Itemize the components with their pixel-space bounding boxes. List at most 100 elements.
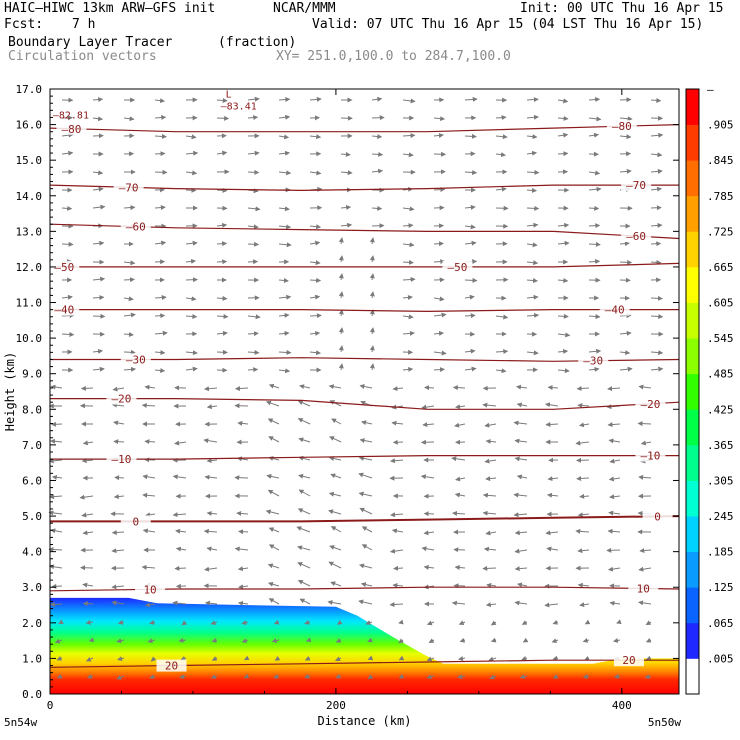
circulation-vector bbox=[327, 600, 342, 605]
circulation-vector bbox=[402, 98, 416, 104]
circulation-vector bbox=[398, 638, 404, 644]
circulation-vector bbox=[85, 619, 94, 625]
circulation-vector bbox=[211, 637, 218, 643]
circulation-vector bbox=[371, 151, 384, 157]
circulation-vector bbox=[61, 294, 73, 300]
circulation-vector bbox=[180, 656, 187, 661]
colorbar-swatch bbox=[686, 338, 699, 375]
circulation-vector bbox=[358, 563, 373, 569]
contour-label-bg bbox=[135, 583, 166, 596]
circulation-vector bbox=[557, 368, 570, 374]
circulation-vector bbox=[389, 602, 404, 608]
circulation-vector bbox=[521, 620, 528, 625]
circulation-vector bbox=[489, 674, 497, 680]
circulation-vector bbox=[309, 350, 322, 356]
circulation-vector bbox=[515, 384, 528, 390]
colorbar-swatch bbox=[686, 516, 699, 553]
circulation-vector bbox=[328, 491, 342, 497]
circulation-vector bbox=[577, 582, 590, 588]
y-tick-label: 15.0 bbox=[16, 154, 43, 167]
field-name: Boundary Layer Tracer bbox=[8, 35, 173, 50]
circulation-vector bbox=[358, 455, 373, 461]
circulation-vector bbox=[149, 674, 156, 679]
circulation-vector bbox=[111, 402, 125, 408]
circulation-vector bbox=[490, 637, 497, 643]
circulation-vector bbox=[578, 422, 590, 428]
circulation-vector bbox=[361, 544, 373, 551]
circulation-vector bbox=[369, 327, 375, 335]
x-tick-label: 200 bbox=[326, 699, 346, 712]
colorbar-swatch bbox=[686, 302, 699, 339]
circulation-vector bbox=[206, 404, 218, 410]
circulation-vector bbox=[575, 440, 590, 446]
circulation-vector bbox=[392, 582, 404, 588]
circulation-vector bbox=[297, 580, 311, 587]
valid-time: Valid: 07 UTC Thu 16 Apr 15 (04 LST Thu … bbox=[312, 17, 704, 32]
circulation-vector bbox=[588, 205, 600, 211]
circulation-vector bbox=[484, 458, 497, 464]
circulation-vector bbox=[361, 526, 373, 533]
circulation-vector bbox=[650, 186, 663, 192]
circulation-vector bbox=[216, 115, 230, 121]
circulation-vector bbox=[268, 383, 280, 389]
circulation-vector bbox=[650, 241, 662, 247]
circulation-vector bbox=[584, 619, 591, 625]
circulation-vector bbox=[185, 170, 198, 176]
circulation-vector bbox=[516, 474, 528, 480]
circulation-vector bbox=[513, 512, 528, 518]
circulation-vector bbox=[111, 548, 125, 554]
x-end-location: 5n50w bbox=[648, 716, 681, 729]
plot-frame bbox=[49, 88, 680, 695]
circulation-vector bbox=[330, 581, 342, 587]
circulation-vector bbox=[56, 655, 63, 661]
circulation-vector bbox=[123, 260, 136, 266]
circulation-vector bbox=[607, 528, 621, 534]
circulation-vector bbox=[50, 384, 63, 390]
circulation-vector bbox=[369, 291, 375, 299]
circulation-vector bbox=[433, 187, 446, 193]
circulation-vector bbox=[513, 420, 528, 426]
colorbar-label: .905 bbox=[707, 119, 734, 132]
circulation-vector bbox=[557, 240, 570, 246]
circulation-vector bbox=[514, 548, 528, 554]
circulation-vector bbox=[458, 656, 466, 661]
circulation-vector bbox=[61, 331, 75, 337]
colorbar-swatch bbox=[686, 160, 699, 197]
circulation-vector bbox=[309, 96, 322, 102]
circulation-vector bbox=[514, 566, 528, 572]
circulation-vector bbox=[485, 476, 497, 482]
colorbar-swatch bbox=[686, 587, 699, 624]
circulation-vector bbox=[58, 619, 64, 624]
circulation-vector bbox=[402, 133, 416, 139]
circulation-vector bbox=[391, 528, 404, 534]
contour-line bbox=[50, 515, 680, 523]
colorbar-label: .245 bbox=[707, 510, 734, 523]
circulation-vector bbox=[650, 350, 664, 356]
circulation-vector bbox=[513, 492, 528, 498]
colorbar-swatch bbox=[686, 409, 699, 446]
circulation-vector bbox=[114, 475, 125, 481]
circulation-vector bbox=[247, 169, 260, 175]
circulation-vector bbox=[645, 637, 652, 643]
circulation-vector bbox=[576, 476, 590, 482]
circulation-vector bbox=[234, 475, 249, 481]
contour-line bbox=[50, 309, 679, 313]
circulation-vector bbox=[451, 456, 466, 462]
circulation-vector bbox=[111, 530, 125, 536]
circulation-vector bbox=[361, 420, 373, 426]
circulation-vector bbox=[243, 655, 250, 661]
circulation-vector bbox=[81, 458, 94, 464]
circulation-vector bbox=[588, 348, 602, 354]
circulation-vector bbox=[526, 312, 540, 318]
circulation-vector bbox=[268, 436, 280, 443]
circulation-vector bbox=[552, 674, 559, 679]
circulation-vector bbox=[526, 134, 538, 140]
circulation-vector bbox=[338, 291, 344, 299]
circulation-vector bbox=[455, 404, 466, 410]
circulation-vector bbox=[204, 474, 218, 480]
colorbar: .005 .065 .125 .185 .245 .305 .365 .425 .485 .545… bbox=[685, 83, 734, 695]
contour-label-bg bbox=[621, 179, 652, 192]
contour-label-bg bbox=[120, 353, 151, 366]
circulation-vector bbox=[638, 474, 652, 480]
contour-label-bg bbox=[106, 392, 137, 405]
